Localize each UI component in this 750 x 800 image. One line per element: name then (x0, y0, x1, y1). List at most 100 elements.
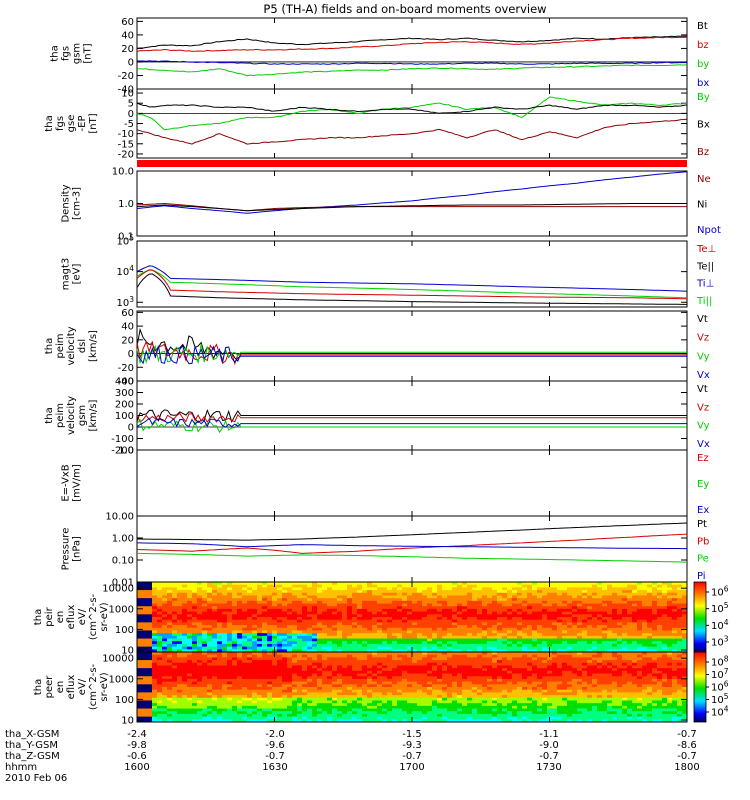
heatmap-cell (142, 627, 148, 631)
heatmap-cell (262, 660, 268, 664)
heatmap-cell (557, 646, 563, 650)
heatmap-cell (217, 665, 223, 669)
heatmap-cell (237, 587, 243, 591)
heatmap-cell (512, 646, 518, 650)
heatmap-cell (147, 719, 153, 723)
y-axis-label-line: [nT] (83, 43, 94, 63)
heatmap-cell (572, 603, 578, 607)
heatmap-cell (407, 619, 413, 623)
heatmap-cell (552, 592, 558, 596)
heatmap-cell (627, 603, 633, 607)
heatmap-cell (497, 643, 503, 648)
heatmap-cell (537, 590, 543, 594)
heatmap-cell (622, 627, 628, 631)
heatmap-cell (292, 708, 298, 712)
heatmap-cell (462, 635, 468, 639)
heatmap-cell (452, 595, 458, 599)
heatmap-cell (442, 692, 448, 696)
heatmap-cell (462, 681, 468, 685)
heatmap-cell (262, 598, 268, 602)
heatmap-cell (572, 641, 578, 645)
heatmap-cell (152, 635, 158, 639)
heatmap-cell (632, 622, 638, 626)
heatmap-cell (222, 662, 228, 666)
heatmap-cell (622, 638, 628, 642)
heatmap-cell (297, 678, 303, 683)
heatmap-cell (647, 595, 653, 599)
heatmap-cell (412, 703, 418, 707)
heatmap-cell (167, 611, 173, 615)
heatmap-cell (312, 657, 318, 661)
heatmap-cell (157, 598, 163, 602)
heatmap-cell (382, 703, 388, 707)
heatmap-cell (382, 619, 388, 623)
heatmap-cell (197, 695, 203, 699)
heatmap-cell (462, 662, 468, 666)
heatmap-cell (217, 716, 223, 720)
legend-entry: Pi (697, 571, 706, 582)
heatmap-cell (402, 641, 408, 645)
heatmap-cell (167, 630, 173, 634)
heatmap-cell (437, 587, 443, 591)
heatmap-cell (152, 713, 158, 718)
heatmap-cell (677, 633, 683, 637)
heatmap-cell (182, 627, 188, 631)
panel-frame (136, 449, 688, 517)
heatmap-cell (447, 668, 453, 672)
heatmap-cell (202, 716, 208, 720)
heatmap-cell (182, 703, 188, 707)
heatmap-cell (287, 603, 293, 607)
heatmap-cell (677, 641, 683, 645)
heatmap-cell (427, 657, 433, 661)
heatmap-cell (182, 657, 188, 661)
heatmap-cell (392, 652, 398, 656)
heatmap-cell (297, 641, 303, 645)
heatmap-cell (417, 716, 423, 720)
heatmap-cell (637, 633, 643, 637)
heatmap-cell (192, 649, 198, 653)
heatmap-cell (252, 692, 258, 696)
heatmap-cell (572, 587, 578, 591)
heatmap-cell (152, 719, 158, 723)
heatmap-cell (417, 684, 423, 688)
heatmap-cell (207, 638, 213, 642)
heatmap-cell (167, 660, 173, 664)
heatmap-cell (372, 708, 378, 712)
heatmap-cell (327, 595, 333, 599)
heatmap-cell (502, 617, 508, 621)
heatmap-cell (292, 681, 298, 685)
y-axis-label: Density[cm-3] (61, 184, 83, 222)
heatmap-cell (442, 673, 448, 677)
heatmap-cell (362, 665, 368, 669)
heatmap-cell (332, 587, 338, 591)
heatmap-cell (527, 641, 533, 645)
heatmap-cell (147, 695, 153, 699)
heatmap-cell (637, 635, 643, 639)
heatmap-cell (357, 713, 363, 718)
heatmap-cell (167, 657, 173, 661)
heatmap-cell (342, 608, 348, 613)
heatmap-cell (387, 652, 393, 656)
heatmap-cell (292, 638, 298, 642)
heatmap-cell (247, 614, 253, 618)
heatmap-cell (457, 684, 463, 688)
heatmap-cell (562, 606, 568, 610)
heatmap-cell (277, 654, 283, 658)
heatmap-cell (537, 646, 543, 650)
heatmap-cell (402, 681, 408, 685)
heatmap-cell (217, 673, 223, 677)
heatmap-cell (407, 692, 413, 696)
heatmap-cell (307, 705, 313, 709)
heatmap-cell (422, 665, 428, 669)
colorbar-tick-label: 104 (711, 618, 729, 632)
heatmap-cell (417, 665, 423, 669)
heatmap-cell (317, 703, 323, 707)
heatmap-cell (207, 713, 213, 718)
heatmap-cell (602, 611, 608, 615)
heatmap-cell (622, 603, 628, 607)
heatmap-cell (517, 649, 523, 653)
heatmap-cell (137, 692, 143, 696)
heatmap-cell (622, 584, 628, 588)
heatmap-cell (512, 638, 518, 642)
